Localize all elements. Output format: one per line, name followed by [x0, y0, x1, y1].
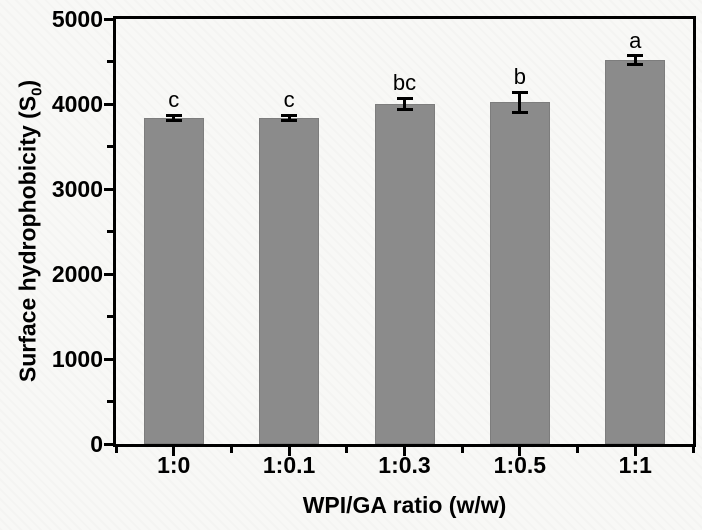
- error-bar-cap-top: [396, 96, 413, 100]
- plot-area: c c bc b a: [104, 16, 696, 456]
- y-major-tick: [104, 272, 113, 276]
- x-major-tick: [633, 447, 637, 456]
- bar: [259, 117, 320, 444]
- y-minor-tick: [107, 60, 113, 63]
- x-tick-label: 1:0.1: [262, 452, 316, 478]
- error-bar: [518, 92, 522, 113]
- x-major-tick: [172, 447, 176, 456]
- x-minor-tick: [229, 447, 233, 453]
- x-major-tick: [287, 447, 291, 456]
- error-bar: [633, 55, 637, 65]
- bar: [489, 102, 550, 444]
- y-tick-label: 4000: [51, 91, 103, 117]
- significance-letter: bc: [392, 70, 417, 96]
- x-major-tick: [518, 447, 522, 456]
- error-bar-cap-top: [165, 113, 182, 117]
- x-minor-tick: [576, 447, 580, 453]
- y-axis-title-text: Surface hydrophobicity (S: [14, 95, 41, 383]
- significance-letter: a: [629, 27, 642, 53]
- error-bar: [287, 115, 291, 121]
- y-tick-label: 0: [90, 431, 103, 457]
- y-axis-title: Surface hydrophobicity (S0): [15, 80, 46, 382]
- x-tick-label: 1:0: [157, 452, 191, 478]
- error-bar: [403, 98, 406, 110]
- error-bar-cap-bottom: [165, 118, 182, 122]
- x-minor-tick: [345, 447, 349, 453]
- y-major-tick: [104, 187, 113, 191]
- x-minor-tick: [691, 447, 695, 453]
- bar: [143, 117, 204, 444]
- error-bar-cap-bottom: [281, 118, 298, 122]
- y-axis-title-close: ): [14, 79, 41, 88]
- x-minor-tick: [114, 447, 118, 453]
- x-tick-label: 1:0.5: [493, 452, 547, 478]
- x-tick-label: 1:1: [618, 452, 652, 478]
- significance-letter: c: [168, 87, 180, 113]
- x-major-tick: [403, 447, 406, 456]
- error-bar: [172, 115, 176, 121]
- y-minor-tick: [107, 230, 113, 233]
- significance-letter: c: [283, 87, 295, 113]
- error-bar-cap-top: [627, 54, 644, 58]
- y-tick-label: 3000: [51, 176, 103, 202]
- y-major-tick: [104, 102, 113, 106]
- y-major-tick: [104, 357, 113, 361]
- x-tick-label: 1:0.3: [378, 452, 431, 478]
- y-tick-label: 5000: [51, 6, 103, 32]
- y-tick-label: 1000: [51, 346, 103, 372]
- y-minor-tick: [107, 145, 113, 148]
- y-minor-tick: [107, 315, 113, 318]
- y-major-tick: [104, 17, 113, 21]
- error-bar-cap-top: [281, 113, 298, 117]
- x-axis-title: WPI/GA ratio (w/w): [302, 492, 507, 518]
- error-bar-cap-bottom: [396, 108, 413, 112]
- error-bar-cap-top: [511, 90, 528, 94]
- error-bar-cap-bottom: [511, 111, 528, 114]
- error-bar-cap-bottom: [627, 62, 644, 66]
- bar: [374, 104, 435, 444]
- y-major-tick: [104, 442, 113, 446]
- x-minor-tick: [460, 447, 464, 453]
- y-tick-label: 2000: [51, 261, 103, 287]
- bar: [605, 59, 666, 444]
- y-minor-tick: [107, 400, 113, 403]
- significance-letter: b: [513, 64, 527, 90]
